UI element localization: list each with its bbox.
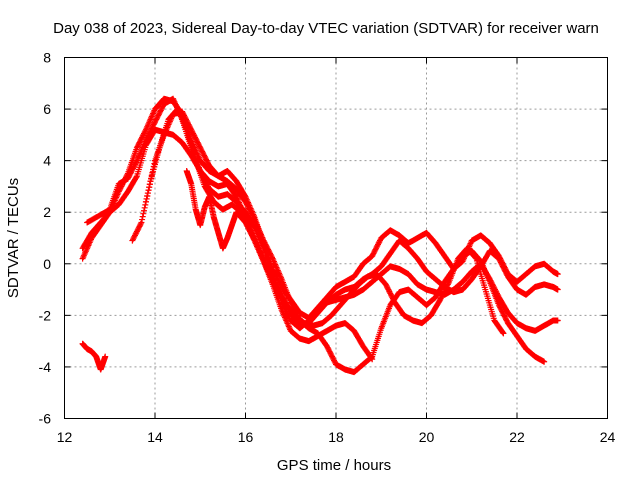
data-point [141, 204, 148, 211]
y-tick-label: -6 [39, 411, 52, 427]
data-point [554, 271, 561, 278]
data-point [500, 330, 507, 337]
x-tick-label: 16 [238, 429, 254, 445]
chart-title: Day 038 of 2023, Sidereal Day-to-day VTE… [53, 20, 599, 37]
x-tick-label: 24 [600, 429, 616, 445]
x-tick-label: 12 [57, 429, 73, 445]
data-point [146, 184, 153, 191]
y-tick-label: 2 [43, 204, 51, 220]
data-point [139, 216, 146, 223]
data-point [250, 236, 257, 243]
data-point [368, 355, 375, 362]
x-tick-label: 20 [419, 429, 435, 445]
series-track-7 [79, 340, 109, 373]
data-point [142, 127, 149, 134]
data-point [143, 195, 150, 202]
axis-ticks [64, 57, 608, 419]
data-point [140, 210, 147, 217]
data-point [144, 190, 151, 197]
data-point [139, 213, 146, 220]
y-tick-label: -2 [39, 307, 52, 323]
data-markers [79, 95, 561, 376]
data-point [142, 201, 149, 208]
data-point [499, 329, 506, 336]
data-point [269, 254, 276, 261]
data-point [133, 158, 140, 165]
series-track-5 [129, 106, 507, 337]
data-point [472, 254, 479, 261]
x-tick-label: 14 [147, 429, 163, 445]
data-point [102, 353, 109, 360]
data-point [137, 220, 144, 227]
y-tick-label: 8 [43, 50, 51, 66]
y-tick-label: 6 [43, 101, 51, 117]
data-point [250, 215, 257, 222]
series-track-6 [183, 167, 376, 363]
x-tick-label: 22 [509, 429, 525, 445]
data-point [369, 356, 376, 363]
data-point [133, 174, 140, 181]
data-point [145, 187, 152, 194]
y-tick-label: 4 [43, 153, 51, 169]
data-point [554, 317, 561, 324]
y-axis-title: SDTVAR / TECUs [5, 178, 22, 298]
data-point [146, 181, 153, 188]
data-point [141, 207, 148, 214]
data-point [142, 198, 149, 205]
x-axis-title: GPS time / hours [277, 457, 391, 474]
y-tick-label: -4 [39, 359, 52, 375]
data-point [144, 193, 151, 200]
y-tick-label: 0 [43, 256, 51, 272]
x-tick-label: 18 [328, 429, 344, 445]
data-point [445, 280, 452, 287]
data-point [541, 358, 548, 365]
data-point [138, 219, 145, 226]
data-point [554, 286, 561, 293]
